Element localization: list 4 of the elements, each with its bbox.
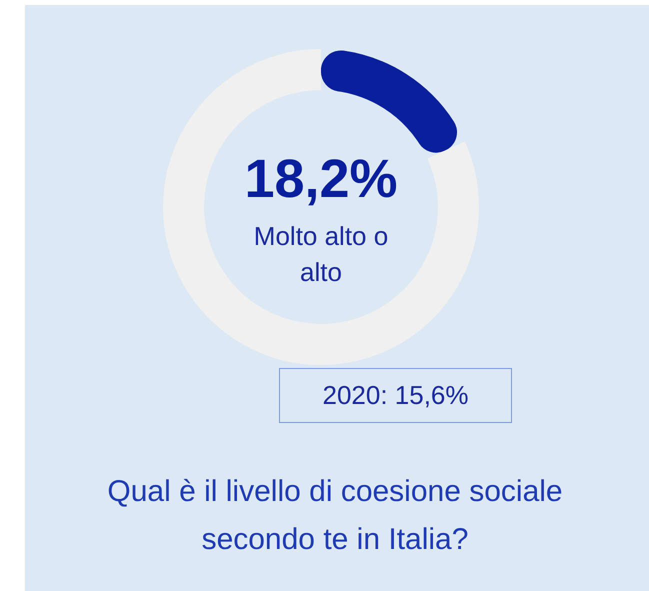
text: 2020: 15,6%: [279, 368, 512, 423]
data-label: 18,2%: [244, 149, 398, 209]
text: Qual è il livello di coesione sociale secondo te in Italia?: [106, 474, 564, 558]
slice-label: Molto alto o alto: [254, 221, 388, 287]
